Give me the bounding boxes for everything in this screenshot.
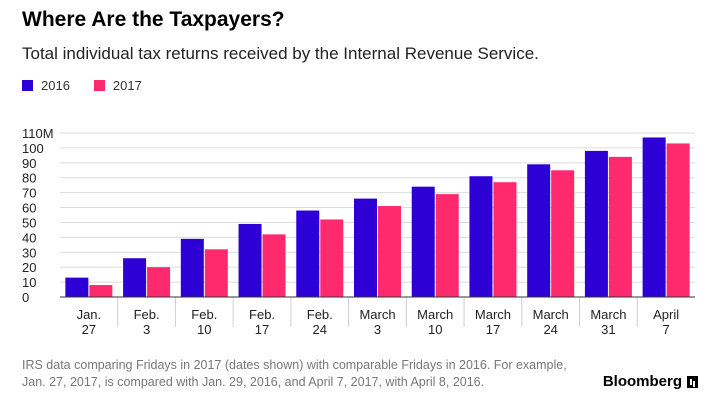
legend-swatch-2016	[22, 80, 33, 91]
bloomberg-logo-icon	[687, 375, 698, 388]
bar-2016	[527, 164, 551, 297]
bar-2017	[89, 285, 113, 297]
footnote: IRS data comparing Fridays in 2017 (date…	[22, 358, 567, 389]
bar-2017	[262, 234, 286, 297]
bar-2016	[469, 176, 493, 297]
legend-item-2017: 2017	[93, 78, 142, 93]
brand-name: Bloomberg	[602, 373, 682, 390]
legend-label-2016: 2016	[41, 78, 70, 93]
bar-2016	[411, 186, 435, 297]
x-tick-label: 24	[313, 322, 327, 337]
bar-2016	[123, 258, 147, 297]
y-tick-label: 80	[22, 171, 36, 186]
bar-2017	[204, 249, 228, 297]
x-tick-label: 31	[601, 322, 615, 337]
y-tick-label: 50	[22, 215, 36, 230]
x-tick-label: Feb.	[191, 307, 217, 322]
x-tick-label: March	[590, 307, 626, 322]
y-tick-label: 110M	[22, 126, 54, 141]
y-tick-label: 10	[22, 275, 36, 290]
x-tick-label: March	[475, 307, 511, 322]
x-tick-label: March	[417, 307, 453, 322]
x-tick-label: 3	[374, 322, 381, 337]
y-tick-label: 0	[22, 290, 29, 305]
bar-2017	[378, 206, 401, 297]
bar-2017	[666, 143, 690, 297]
bar-2016	[584, 150, 608, 297]
x-tick-label: 17	[255, 322, 269, 337]
y-tick-label: 60	[22, 201, 36, 216]
bar-2017	[551, 170, 575, 297]
x-tick-label: 3	[143, 322, 150, 337]
y-tick-label: 100	[22, 141, 44, 156]
chart-subtitle: Total individual tax returns received by…	[22, 44, 539, 63]
y-tick-label: 70	[22, 186, 36, 201]
x-tick-label: Feb.	[134, 307, 160, 322]
y-tick-label: 90	[22, 156, 36, 171]
bar-2017	[608, 156, 632, 297]
x-tick-label: 10	[197, 322, 211, 337]
y-tick-label: 40	[22, 230, 36, 245]
x-tick-label: 10	[428, 322, 442, 337]
x-tick-label: 17	[486, 322, 500, 337]
bar-2016	[238, 223, 262, 297]
bar-2017	[493, 182, 517, 297]
x-tick-label: Feb.	[249, 307, 275, 322]
legend-swatch-2017	[93, 80, 105, 91]
y-tick-label: 20	[22, 260, 36, 275]
legend-item-2016: 2016	[22, 78, 70, 93]
legend: 2016 2017	[22, 78, 166, 93]
bar-2017	[320, 219, 344, 297]
brand: Bloomberg	[603, 373, 698, 390]
x-tick-label: 24	[543, 322, 557, 337]
x-tick-label: Jan.	[77, 307, 102, 322]
y-tick-label: 30	[22, 245, 36, 260]
x-tick-label: March	[359, 307, 395, 322]
legend-label-2017: 2017	[112, 78, 142, 93]
x-tick-label: April	[653, 307, 679, 322]
bar-2017	[435, 194, 459, 297]
bar-2016	[180, 238, 204, 297]
chart-title: Where Are the Taxpayers?	[22, 8, 285, 31]
x-tick-label: Feb.	[307, 307, 333, 322]
x-tick-label: 7	[663, 322, 670, 337]
bar-2016	[642, 137, 666, 297]
bar-2016	[65, 277, 89, 297]
x-tick-label: March	[533, 307, 569, 322]
bar-2017	[147, 267, 171, 297]
x-tick-label: 27	[82, 322, 96, 337]
bar-2016	[354, 198, 377, 297]
bar-chart: 0102030405060708090100110MJan.27Feb.3Feb…	[22, 126, 695, 337]
bar-2016	[296, 210, 320, 297]
